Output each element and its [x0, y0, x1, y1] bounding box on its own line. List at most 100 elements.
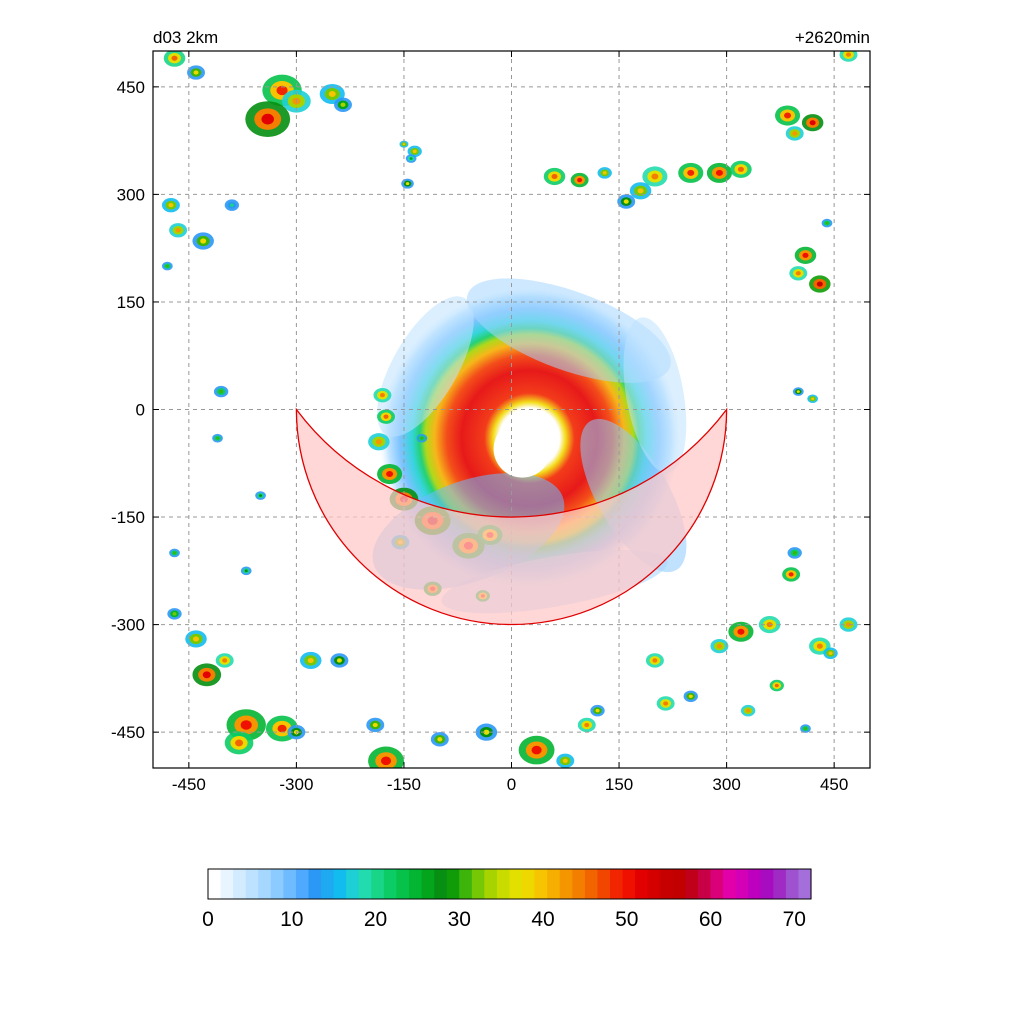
cell-core — [792, 551, 797, 555]
cell-core — [811, 397, 815, 401]
colorbar-swatch — [409, 869, 423, 899]
cell-core — [168, 203, 174, 208]
cell-core — [379, 393, 385, 398]
colorbar-tick-label: 0 — [202, 908, 214, 931]
x-tick-label: 150 — [605, 775, 633, 794]
cell-core — [381, 756, 392, 766]
cell-core — [402, 143, 406, 146]
cell-core — [845, 622, 851, 627]
colorbar-swatch — [672, 869, 686, 899]
colorbar-swatch — [283, 869, 297, 899]
cell-core — [803, 727, 807, 730]
cell-core — [193, 70, 199, 75]
cell-core — [340, 102, 346, 107]
cell-core — [809, 120, 816, 126]
cell-core — [240, 720, 252, 730]
cell-core — [216, 436, 220, 440]
colorbar-swatch — [597, 869, 611, 899]
cell-core — [229, 203, 234, 207]
cell-core — [688, 694, 693, 699]
cell-core — [687, 169, 695, 176]
x-tick-label: 300 — [712, 775, 740, 794]
cell-core — [336, 658, 342, 663]
cell-core — [746, 708, 751, 713]
colorbar-swatch — [496, 869, 511, 899]
colorbar-swatch — [735, 869, 749, 899]
colorbar-swatch — [509, 869, 523, 899]
colorbar-swatch — [723, 869, 737, 899]
cell-core — [261, 113, 274, 125]
cell-core — [796, 390, 800, 393]
cell-core — [405, 182, 410, 186]
cell-core — [235, 739, 244, 747]
colorbar-swatch — [308, 869, 322, 899]
colorbar-swatch — [798, 869, 812, 899]
colorbar-tick-label: 40 — [531, 908, 554, 931]
colorbar-swatch — [459, 869, 473, 899]
y-tick-label: -450 — [111, 723, 145, 742]
colorbar-swatch — [396, 869, 410, 899]
colorbar-swatch — [547, 869, 561, 899]
cell-core — [716, 643, 722, 649]
axis-ticks — [153, 51, 870, 768]
colorbar-swatch — [697, 869, 712, 899]
cell-core — [845, 52, 851, 57]
cell-core — [737, 628, 745, 635]
convective-cells — [161, 51, 858, 768]
colorbar-swatch — [559, 869, 573, 899]
cell-core — [409, 157, 413, 160]
colorbar-swatch — [748, 869, 762, 899]
colorbar-swatch — [270, 869, 284, 899]
y-tick-label: 0 — [136, 401, 145, 420]
y-tick-label: 450 — [117, 78, 145, 97]
colorbar-tick-label: 70 — [783, 908, 806, 931]
cell-core — [825, 221, 829, 225]
cell-core — [602, 171, 607, 175]
rainband — [377, 296, 474, 437]
cell-core — [551, 173, 558, 180]
cell-core — [222, 658, 228, 663]
cell-core — [784, 112, 792, 119]
y-tick-label: 300 — [117, 185, 145, 204]
colorbar-swatch — [534, 869, 548, 899]
colorbar-swatch — [233, 869, 247, 899]
cell-core — [577, 177, 583, 183]
cell-core — [792, 131, 798, 136]
colorbar-swatch — [710, 869, 724, 899]
x-tick-label: -150 — [387, 775, 421, 794]
title-left: d03 2km — [153, 28, 218, 47]
cell-core — [795, 271, 801, 276]
title-right: +2620min — [795, 28, 870, 47]
x-tick-label: -300 — [279, 775, 313, 794]
y-tick-label: -150 — [111, 508, 145, 527]
cell-core — [816, 281, 823, 287]
cell-core — [802, 252, 809, 258]
y-tick-label: 150 — [117, 293, 145, 312]
colorbar-swatch — [647, 869, 661, 899]
cell-core — [375, 439, 382, 445]
colorbar-swatch — [572, 869, 586, 899]
colorbar-swatch — [371, 869, 385, 899]
cell-core — [788, 572, 794, 577]
cell-core — [386, 471, 394, 478]
x-tick-label: 450 — [820, 775, 848, 794]
colorbar-tick-labels: 0 10 20 30 40 50 60 70 — [202, 908, 806, 931]
analysis-sector — [295, 407, 728, 626]
cell-core — [816, 643, 823, 649]
cell-core — [259, 494, 263, 497]
cell-core — [165, 264, 169, 268]
colorbar-swatch — [333, 869, 347, 899]
colorbar-swatch — [522, 869, 536, 899]
colorbar-swatch — [785, 869, 800, 899]
y-tick-labels: 450 300 150 0 -150 -300 -450 — [111, 78, 145, 742]
colorbar-swatch — [610, 869, 624, 899]
colorbar-tick-label: 60 — [699, 908, 722, 931]
cell-core — [200, 238, 207, 244]
colorbar-swatch — [773, 869, 787, 899]
cell-core — [193, 636, 200, 642]
cell-core — [328, 91, 336, 98]
cell-core — [774, 683, 779, 688]
cell-core — [652, 658, 658, 663]
colorbar-swatch — [220, 869, 234, 899]
